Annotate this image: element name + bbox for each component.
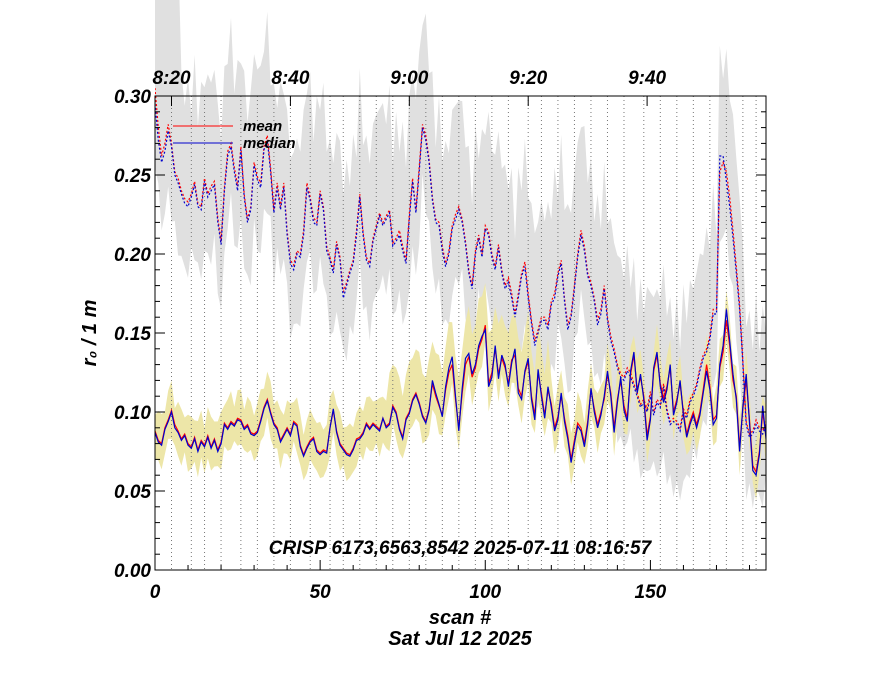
y-tick-label: 0.20 — [114, 245, 151, 266]
top-tick-label: 8:40 — [271, 68, 309, 89]
x-tick-label: 50 — [310, 582, 332, 603]
top-tick-label: 8:20 — [152, 68, 190, 89]
y-axis-title: r₀ / 1 m — [79, 300, 101, 367]
x-tick-label: 0 — [150, 582, 161, 603]
bottom-axis: 0 50 100 150 — [150, 560, 750, 603]
x-tick-label: 150 — [635, 582, 667, 603]
top-time-axis: 8:20 8:40 9:00 9:20 9:40 — [152, 68, 667, 106]
mean-high-line — [155, 88, 766, 436]
y-tick-label: 0.25 — [114, 166, 151, 187]
upper-spread-band — [155, 0, 766, 509]
median-high-line — [155, 103, 766, 439]
legend-median-label: median — [243, 135, 296, 152]
median-line — [155, 309, 766, 477]
x-tick-label: 100 — [469, 582, 501, 603]
y-tick-label: 0.30 — [114, 87, 151, 108]
top-tick-label: 9:40 — [628, 68, 666, 89]
x-axis-date: Sat Jul 12 2025 — [388, 628, 532, 650]
x-axis-title: scan # — [429, 607, 492, 629]
top-tick-label: 9:20 — [509, 68, 547, 89]
y-tick-label: 0.15 — [114, 324, 151, 345]
y-tick-label: 0.00 — [114, 561, 151, 582]
chart-annotation: CRISP 6173,6563,8542 2025-07-11 08:16:57 — [269, 538, 653, 559]
legend-mean-label: mean — [243, 118, 282, 135]
y-tick-label: 0.05 — [114, 482, 151, 503]
left-axis: 0.00 0.05 0.10 0.15 0.20 0.25 0.30 — [114, 87, 766, 582]
top-tick-label: 9:00 — [390, 68, 428, 89]
legend: mean median — [173, 118, 296, 152]
series-lines — [155, 88, 766, 477]
y-tick-label: 0.10 — [114, 403, 151, 424]
